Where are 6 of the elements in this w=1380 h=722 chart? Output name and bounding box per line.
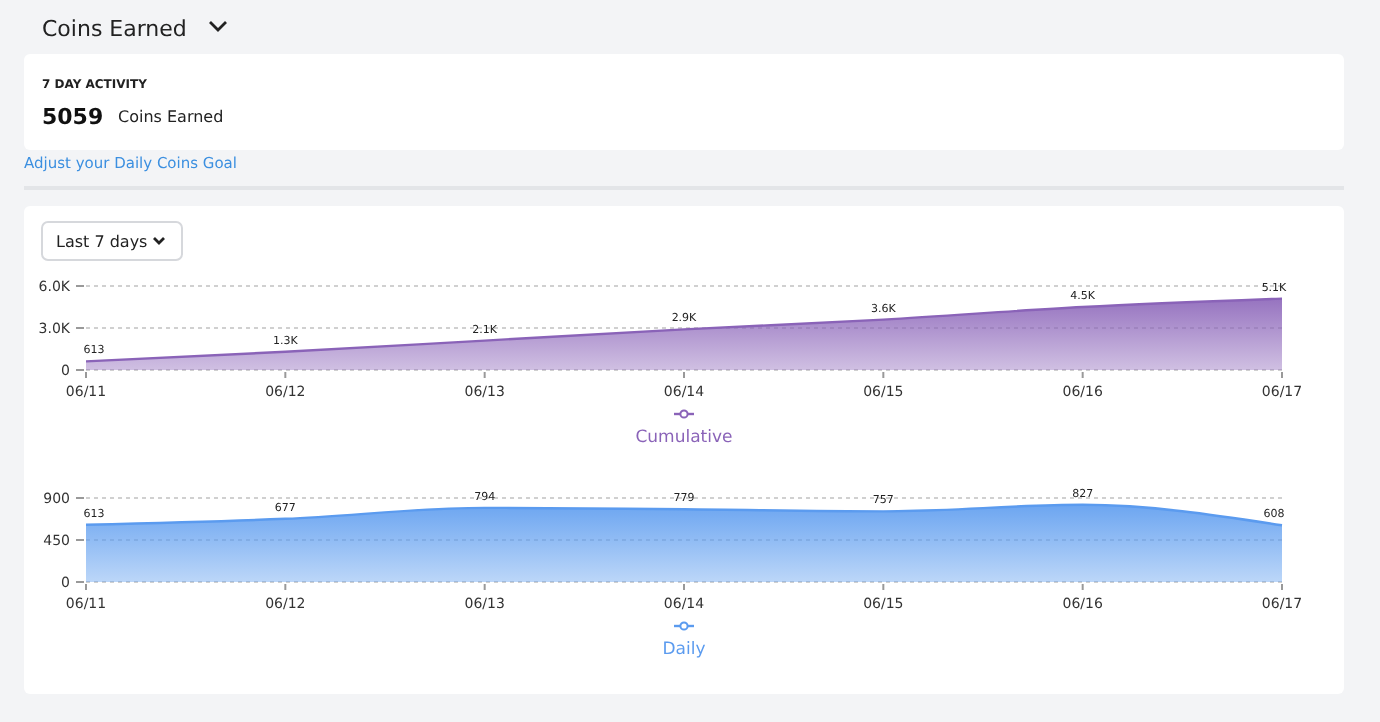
text: Coins Earned	[42, 16, 187, 42]
text: 5059	[42, 104, 104, 130]
legend-label: Cumulative	[635, 428, 733, 448]
legend-label: Daily	[662, 640, 706, 660]
text: Last 7 days	[56, 233, 148, 251]
text: Coins Earned	[118, 108, 224, 126]
